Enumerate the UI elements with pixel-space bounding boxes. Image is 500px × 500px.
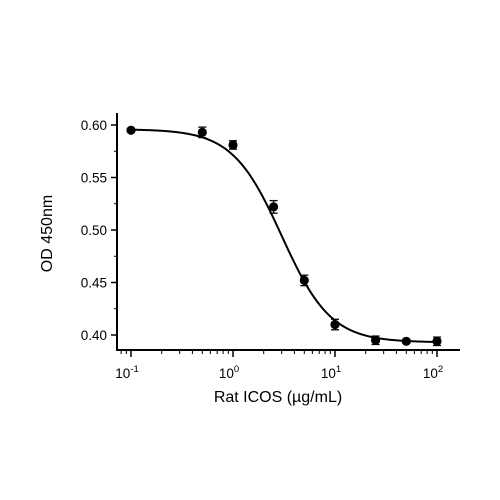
x-tick-label: 102 (423, 364, 443, 381)
y-ticks: 0.40 0.45 0.50 0.55 0.60 (81, 118, 117, 343)
y-axis-title: OD 450nm (39, 195, 56, 272)
data-point (228, 140, 238, 150)
data-point (330, 319, 340, 330)
data-point (268, 202, 279, 212)
y-tick-label: 0.40 (81, 328, 107, 343)
data-point (299, 275, 309, 285)
data-point (370, 335, 381, 345)
x-tick-label: 101 (321, 364, 341, 381)
data-point (432, 336, 442, 346)
fit-curve (130, 128, 438, 343)
axes (116, 113, 460, 351)
data-points (126, 125, 442, 347)
data-point (126, 125, 136, 135)
y-tick-label: 0.55 (81, 171, 107, 186)
y-tick-label: 0.50 (81, 223, 107, 238)
x-axis-title: Rat ICOS (µg/mL) (214, 389, 342, 406)
x-tick-label: 10-1 (115, 364, 138, 381)
x-ticks: 10-1 100 101 102 (115, 350, 443, 381)
y-tick-label: 0.45 (81, 276, 107, 291)
y-tick-label: 0.60 (81, 118, 107, 133)
data-point (197, 127, 207, 137)
data-point (401, 336, 411, 346)
x-tick-label: 100 (219, 364, 239, 381)
